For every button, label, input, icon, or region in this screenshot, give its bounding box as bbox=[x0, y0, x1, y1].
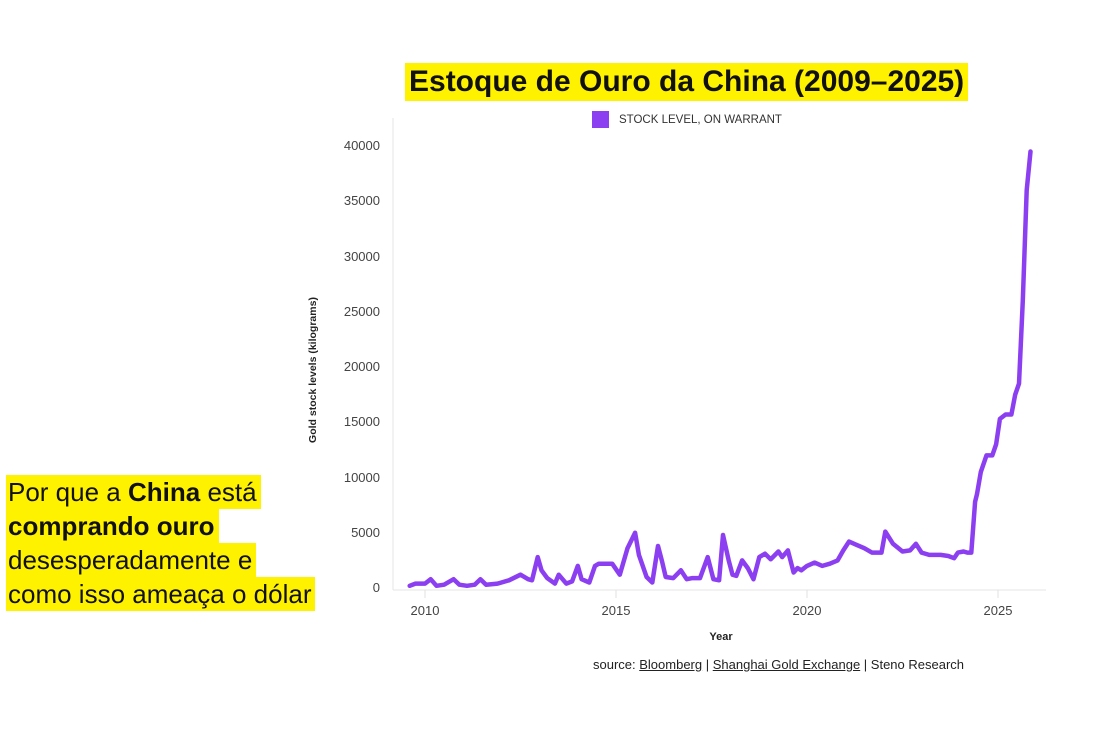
legend: STOCK LEVEL, ON WARRANT bbox=[592, 111, 782, 128]
headline-caption: Por que a China está comprando ouro dese… bbox=[6, 475, 316, 611]
y-tick-label: 30000 bbox=[343, 248, 380, 264]
y-tick-label: 25000 bbox=[343, 303, 380, 319]
source-prefix: source: bbox=[593, 657, 640, 672]
caption-line-3: desesperadamente e bbox=[6, 543, 257, 577]
caption-line-2: comprando ouro bbox=[6, 509, 219, 543]
y-tick-label: 20000 bbox=[343, 359, 380, 374]
x-tick-label: 2015 bbox=[601, 603, 631, 618]
source-note: source: Bloomberg | Shanghai Gold Exchan… bbox=[593, 657, 964, 672]
caption-bold-china: China bbox=[127, 477, 201, 507]
source-steno: Steno Research bbox=[870, 657, 965, 672]
x-tick-marks bbox=[424, 590, 999, 598]
x-tick-label: 2020 bbox=[792, 603, 822, 618]
y-tick-label: 35000 bbox=[343, 193, 380, 209]
legend-label: STOCK LEVEL, ON WARRANT bbox=[619, 113, 782, 126]
x-tick-label: 2025 bbox=[983, 603, 1013, 618]
caption-line-4: como isso ameaça o dólar bbox=[6, 577, 316, 611]
x-axis-title: Year bbox=[709, 631, 733, 643]
chart-title: Estoque de Ouro da China (2009–2025) bbox=[405, 63, 969, 101]
source-link-bloomberg[interactable]: Bloomberg bbox=[639, 657, 703, 672]
y-tick-label: 5000 bbox=[351, 524, 380, 540]
source-separator: | bbox=[860, 657, 871, 672]
chart-title-wrap: Estoque de Ouro da China (2009–2025) bbox=[405, 63, 969, 101]
source-separator: | bbox=[702, 657, 713, 672]
legend-swatch-icon bbox=[592, 111, 609, 128]
stock-level-line bbox=[407, 149, 1033, 589]
y-tick-label: 10000 bbox=[343, 469, 380, 485]
source-link-sge[interactable]: Shanghai Gold Exchange bbox=[712, 657, 861, 672]
y-tick-label: 40000 bbox=[343, 138, 380, 153]
y-tick-label: 15000 bbox=[343, 414, 380, 430]
y-tick-label: 0 bbox=[372, 580, 380, 595]
x-tick-label: 2010 bbox=[410, 603, 440, 618]
caption-line-1: Por que a China está bbox=[6, 475, 261, 509]
